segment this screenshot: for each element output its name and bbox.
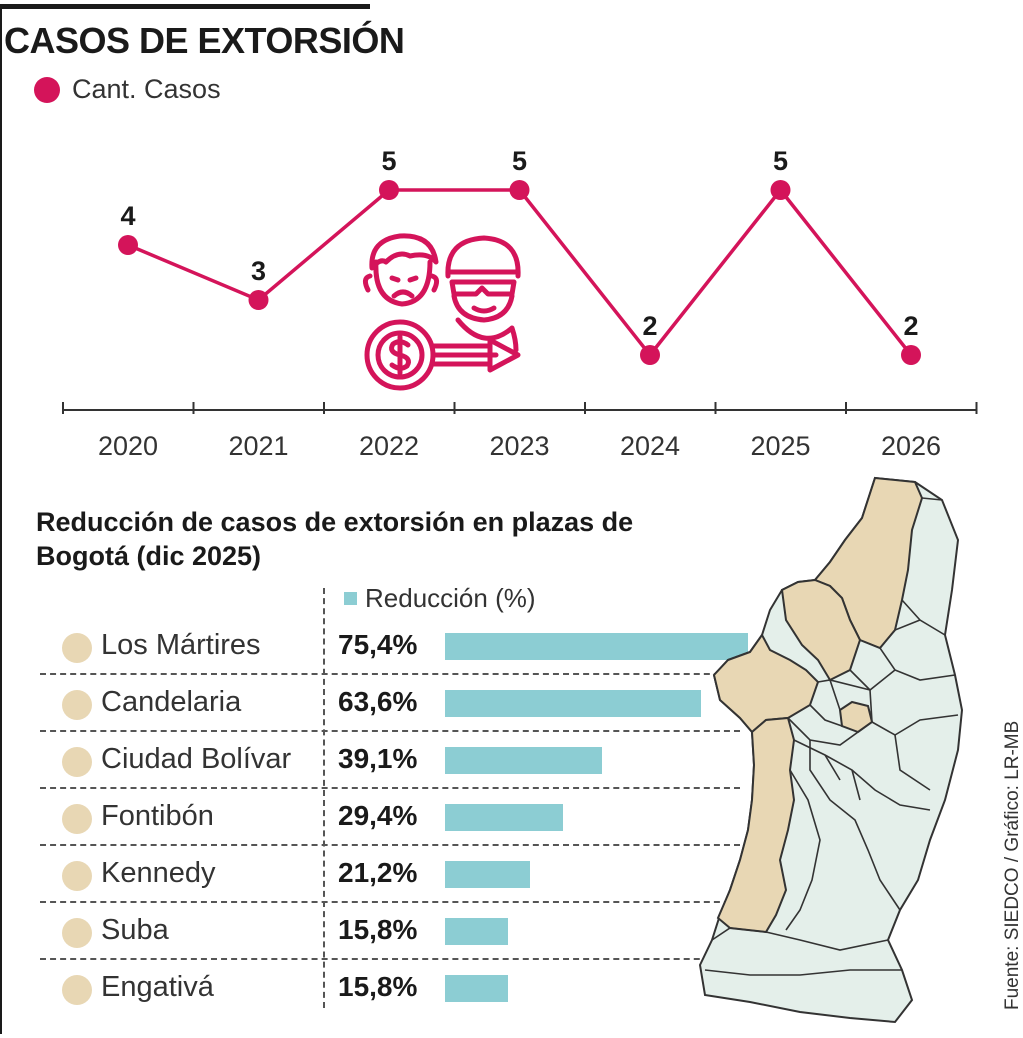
top-rule bbox=[0, 4, 370, 9]
x-tick-label: 2021 bbox=[228, 431, 288, 461]
category-label: Kennedy bbox=[101, 857, 216, 889]
locality-marker bbox=[62, 747, 92, 777]
row-separator bbox=[40, 730, 740, 732]
row-separator bbox=[40, 673, 740, 675]
extortion-icon bbox=[362, 233, 521, 391]
x-tick-labels: 2020 2021 2022 2023 2024 2025 2026 bbox=[98, 431, 941, 461]
data-label: 4 bbox=[120, 201, 135, 231]
line-legend: Cant. Casos bbox=[34, 74, 221, 105]
bar-row: Ciudad Bolívar 39,1% bbox=[40, 731, 740, 789]
locality-marker bbox=[62, 690, 92, 720]
data-point bbox=[770, 180, 791, 200]
x-tick-label: 2024 bbox=[620, 431, 680, 461]
data-point bbox=[118, 235, 138, 255]
value-label: 29,4% bbox=[338, 800, 418, 831]
data-label: 5 bbox=[773, 146, 788, 176]
bar-row: Kennedy 21,2% bbox=[40, 845, 740, 903]
bar bbox=[445, 633, 748, 660]
category-label: Engativá bbox=[101, 971, 214, 1003]
row-separator bbox=[40, 901, 740, 903]
value-label: 15,8% bbox=[338, 971, 418, 1002]
chart-title: CASOS DE EXTORSIÓN bbox=[4, 20, 405, 61]
bar bbox=[445, 861, 531, 888]
data-point bbox=[379, 180, 399, 200]
data-label: 5 bbox=[381, 146, 396, 176]
category-label: Los Mártires bbox=[101, 629, 261, 661]
value-label: 21,2% bbox=[338, 857, 418, 888]
bar bbox=[445, 918, 509, 945]
locality-marker bbox=[62, 861, 92, 891]
bar-chart-title: Reducción de casos de extorsión en plaza… bbox=[36, 507, 634, 571]
bar-row: Engativá 15,8% bbox=[40, 959, 740, 1015]
value-label: 15,8% bbox=[338, 914, 418, 945]
line-data-labels: 4 3 5 5 2 5 2 bbox=[120, 146, 918, 341]
locality-marker bbox=[62, 633, 92, 663]
category-label: Suba bbox=[101, 914, 169, 946]
source-credit: Fuente: SIEDCO / Gráfico: LR-MB bbox=[1002, 720, 1023, 1010]
data-label: 5 bbox=[512, 146, 527, 176]
data-point bbox=[509, 180, 530, 200]
data-point bbox=[640, 345, 660, 365]
row-separator bbox=[40, 844, 740, 846]
bar-legend: Reducción (%) bbox=[344, 583, 536, 614]
line-legend-label: Cant. Casos bbox=[72, 74, 221, 104]
value-label: 63,6% bbox=[338, 686, 418, 717]
line-points bbox=[118, 180, 921, 365]
data-label: 3 bbox=[251, 256, 266, 286]
data-point bbox=[901, 345, 921, 365]
column-divider bbox=[323, 588, 325, 1008]
category-label: Ciudad Bolívar bbox=[101, 743, 292, 775]
bar-row: Candelaria 63,6% bbox=[40, 674, 740, 732]
left-rule bbox=[0, 4, 2, 1034]
data-point bbox=[248, 290, 269, 310]
bar bbox=[445, 747, 603, 774]
bar-legend-label: Reducción (%) bbox=[365, 583, 536, 613]
bar-row: Los Mártires 75,4% bbox=[40, 617, 748, 675]
category-label: Candelaria bbox=[101, 686, 242, 718]
x-tick-label: 2020 bbox=[98, 431, 158, 461]
row-separator bbox=[40, 787, 740, 789]
bogota-map bbox=[698, 476, 964, 1024]
line-chart: 4 3 5 5 2 5 2 2020 2021 2022 2023 2024 2025 2026 bbox=[62, 146, 978, 461]
bar bbox=[445, 804, 564, 831]
legend-marker bbox=[34, 76, 60, 103]
category-label: Fontibón bbox=[101, 800, 214, 832]
value-label: 75,4% bbox=[338, 629, 418, 660]
bar-row: Fontibón 29,4% bbox=[40, 788, 740, 846]
bar-row: Suba 15,8% bbox=[40, 902, 740, 960]
locality-marker bbox=[62, 975, 92, 1005]
locality-marker bbox=[62, 804, 92, 834]
x-tick-label: 2022 bbox=[359, 431, 419, 461]
x-tick-label: 2026 bbox=[881, 431, 941, 461]
bar-legend-marker bbox=[344, 592, 357, 605]
row-separator bbox=[40, 958, 740, 960]
x-axis bbox=[62, 402, 978, 414]
bar bbox=[445, 690, 701, 717]
value-label: 39,1% bbox=[338, 743, 418, 774]
data-label: 2 bbox=[903, 311, 918, 341]
locality-marker bbox=[62, 918, 92, 948]
data-label: 2 bbox=[642, 311, 657, 341]
x-tick-label: 2025 bbox=[750, 431, 810, 461]
x-tick-label: 2023 bbox=[489, 431, 549, 461]
bar bbox=[445, 975, 509, 1002]
